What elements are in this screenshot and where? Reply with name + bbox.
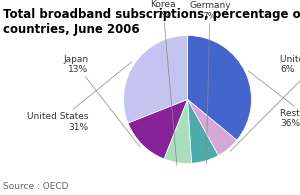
Wedge shape (188, 99, 237, 155)
Wedge shape (124, 35, 188, 123)
Wedge shape (188, 35, 251, 140)
Wedge shape (164, 99, 191, 163)
Text: Germany
7%: Germany 7% (189, 2, 231, 164)
Wedge shape (188, 99, 218, 163)
Text: Japan
13%: Japan 13% (63, 55, 140, 147)
Wedge shape (128, 99, 188, 159)
Text: Source : OECD: Source : OECD (3, 182, 68, 191)
Text: Korea
7%: Korea 7% (150, 0, 177, 166)
Text: United Kingdom
6%: United Kingdom 6% (230, 55, 300, 151)
Text: United States
31%: United States 31% (27, 62, 132, 132)
Text: Total broadband subscriptions, percentage of OECD, top 5
countries, June 2006: Total broadband subscriptions, percentag… (3, 8, 300, 36)
Text: Rest of OECD
36%: Rest of OECD 36% (248, 71, 300, 128)
